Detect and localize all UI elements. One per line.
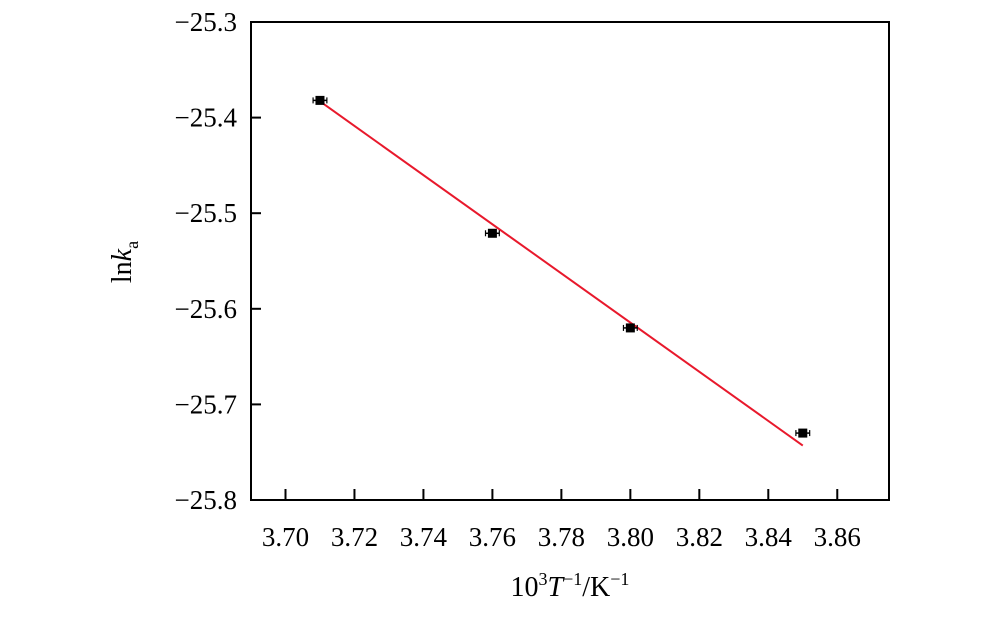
x-tick-label: 3.84 [745,522,793,552]
x-tick-label: 3.72 [331,522,378,552]
fit-line [319,100,804,447]
y-tick-label: −25.3 [175,7,237,37]
data-point [315,95,325,105]
y-tick-label: −25.7 [175,389,237,419]
y-axis-ticks: −25.3 −25.4 −25.5 −25.6 −25.7 −25.8 [175,7,261,515]
data-point [487,228,497,238]
x-tick-label: 3.80 [607,522,654,552]
x-tick-label: 3.82 [676,522,723,552]
x-axis-ticks: 3.70 3.72 3.74 3.76 3.78 3.80 3.82 3.84 3.86 [262,489,861,552]
data-point [625,323,635,333]
y-tick-label: −25.6 [175,294,237,324]
x-tick-label: 3.70 [262,522,309,552]
y-tick-label: −25.5 [175,198,237,228]
x-tick-label: 3.78 [538,522,585,552]
x-tick-label: 3.86 [814,522,861,552]
x-axis-title: 103T−1/K−1 [511,569,630,603]
y-tick-label: −25.4 [175,103,238,133]
series-layer [312,95,811,447]
y-tick-label: −25.8 [175,485,237,515]
x-tick-label: 3.76 [469,522,516,552]
plot-area-frame [250,21,890,501]
data-point [798,428,808,438]
y-axis-title: lnka [107,241,142,283]
x-tick-label: 3.74 [400,522,448,552]
